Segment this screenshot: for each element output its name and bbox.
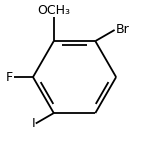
Text: OCH₃: OCH₃ <box>37 4 70 17</box>
Text: Br: Br <box>115 23 129 36</box>
Text: F: F <box>6 71 13 84</box>
Text: I: I <box>31 117 35 130</box>
